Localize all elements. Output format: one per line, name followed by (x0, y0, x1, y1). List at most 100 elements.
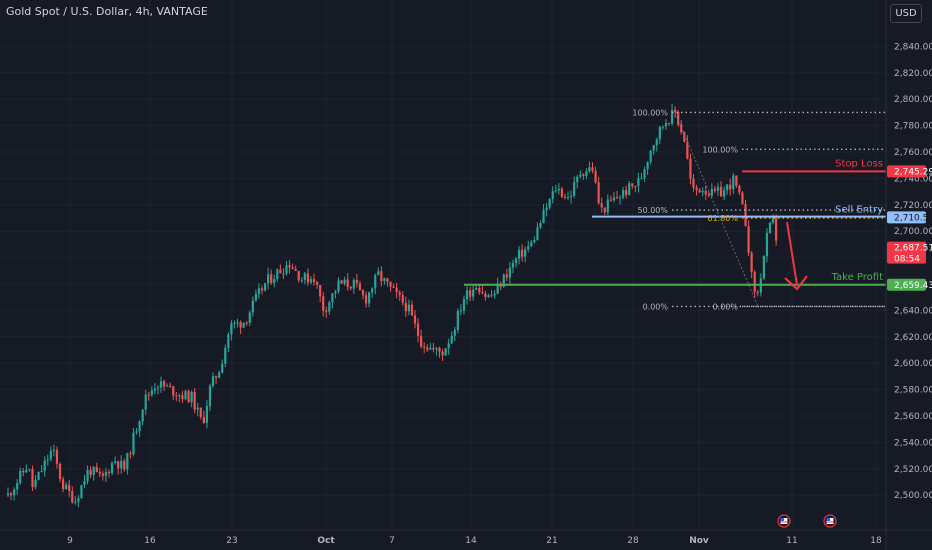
candle-body (683, 132, 686, 142)
candle-body (664, 123, 668, 127)
candle-body (218, 372, 221, 378)
candle-body (358, 283, 362, 291)
candle-body (303, 273, 306, 280)
candle-body (551, 191, 554, 200)
time-axis[interactable]: 9 16 23 Oct 7 14 21 28 Nov 11 18 (0, 529, 932, 546)
candle-body (352, 279, 355, 289)
candle-body (747, 226, 750, 253)
projection-arrow-shaft (786, 221, 798, 286)
candlestick-series (6, 103, 778, 508)
candle-body (279, 269, 282, 274)
price-tick-label: 2,800.00 (894, 95, 932, 105)
flag-icon[interactable] (777, 514, 791, 528)
candle-body (729, 184, 732, 190)
candle-body (407, 304, 410, 312)
candle-body (600, 203, 603, 208)
candle-body (637, 178, 640, 186)
candle-body (181, 395, 184, 400)
time-tick-label: 11 (786, 536, 797, 546)
candle-body (239, 322, 242, 328)
last-price-tag-countdown: 08:54 (894, 255, 920, 265)
time-tick-label: 7 (389, 536, 395, 546)
currency-button[interactable]: USD (890, 4, 922, 23)
candle-body (9, 493, 13, 496)
candle-body (245, 322, 248, 324)
candle-body (670, 109, 674, 124)
flag-icon[interactable] (823, 514, 837, 528)
candle-body (169, 385, 172, 387)
candle-body (159, 381, 163, 388)
projection-arrow-head (784, 275, 808, 291)
candle-body (77, 498, 80, 502)
candle-body (343, 279, 346, 284)
candle-body (114, 461, 117, 464)
candle-body (404, 302, 407, 312)
candle-body (416, 323, 420, 336)
candle-body (563, 196, 567, 198)
candle-body (438, 347, 441, 352)
candle-body (288, 265, 291, 268)
candle-body (312, 279, 316, 283)
candle-body (273, 279, 276, 283)
candle-body (13, 489, 16, 496)
candle-body (441, 351, 444, 356)
candle-body (661, 126, 664, 128)
sell-entry-price-tag-text: 2,710.52 (894, 213, 932, 223)
sell-entry-label: Sell Entry (835, 204, 883, 215)
candle-body (309, 279, 313, 283)
candle-body (184, 391, 187, 400)
candle-body (46, 459, 49, 461)
price-tick-label: 2,560.00 (894, 412, 932, 422)
candle-body (74, 501, 77, 503)
candle-body (178, 395, 181, 397)
economic-event-markers[interactable] (777, 514, 837, 528)
candle-body (392, 286, 395, 288)
candle-body (579, 174, 582, 177)
candle-body (493, 293, 496, 296)
candle-body (242, 322, 245, 328)
candle-body (211, 376, 215, 386)
candle-body (646, 161, 649, 170)
candle-body (622, 190, 625, 198)
trade-drawings[interactable]: 100.00% 50.00% 0.00% 100.00% 61.80% 0.00% Stop… (464, 108, 886, 311)
take-profit-price-tag-text: 2,659.43 (894, 281, 932, 291)
candle-body (643, 169, 646, 179)
price-tick-label: 2,700.00 (894, 227, 932, 237)
candle-body (334, 291, 337, 294)
candle-body (597, 182, 600, 204)
candle-body (453, 329, 456, 336)
candle-body (435, 347, 438, 350)
candle-body (569, 195, 573, 198)
last-price-tag-text: 2,687.51 (894, 244, 932, 254)
candle-body (625, 190, 628, 195)
price-axis[interactable]: 2,500.00 2,520.00 2,540.00 2,560.00 2,580.00… (885, 0, 932, 550)
candle-body (423, 346, 426, 348)
candle-body (270, 274, 273, 283)
candle-body (227, 334, 230, 348)
candle-body (539, 223, 542, 228)
candle-body (738, 185, 741, 193)
candle-body (588, 167, 591, 172)
candle-body (153, 388, 156, 391)
fib-trend-line[interactable] (674, 112, 759, 307)
fib-level-label: 50.00% (637, 206, 668, 215)
candle-body (585, 171, 588, 177)
candle-body (65, 484, 68, 489)
candle-body (447, 343, 450, 349)
candle-body (710, 188, 713, 196)
candle-body (686, 141, 689, 159)
symbol-title[interactable]: Gold Spot / U.S. Dollar, 4h, VANTAGE (6, 5, 208, 18)
candle-body (80, 485, 83, 499)
candle-body (609, 199, 612, 201)
candle-body (386, 278, 389, 282)
candle-body (554, 190, 557, 192)
candle-body (319, 285, 322, 297)
candle-body (349, 286, 352, 289)
candle-body (475, 288, 478, 290)
price-tick-label: 2,820.00 (894, 69, 932, 79)
candle-body (120, 460, 123, 469)
price-tick-label: 2,580.00 (894, 386, 932, 396)
candle-body (276, 269, 279, 280)
candle-body (92, 466, 95, 475)
